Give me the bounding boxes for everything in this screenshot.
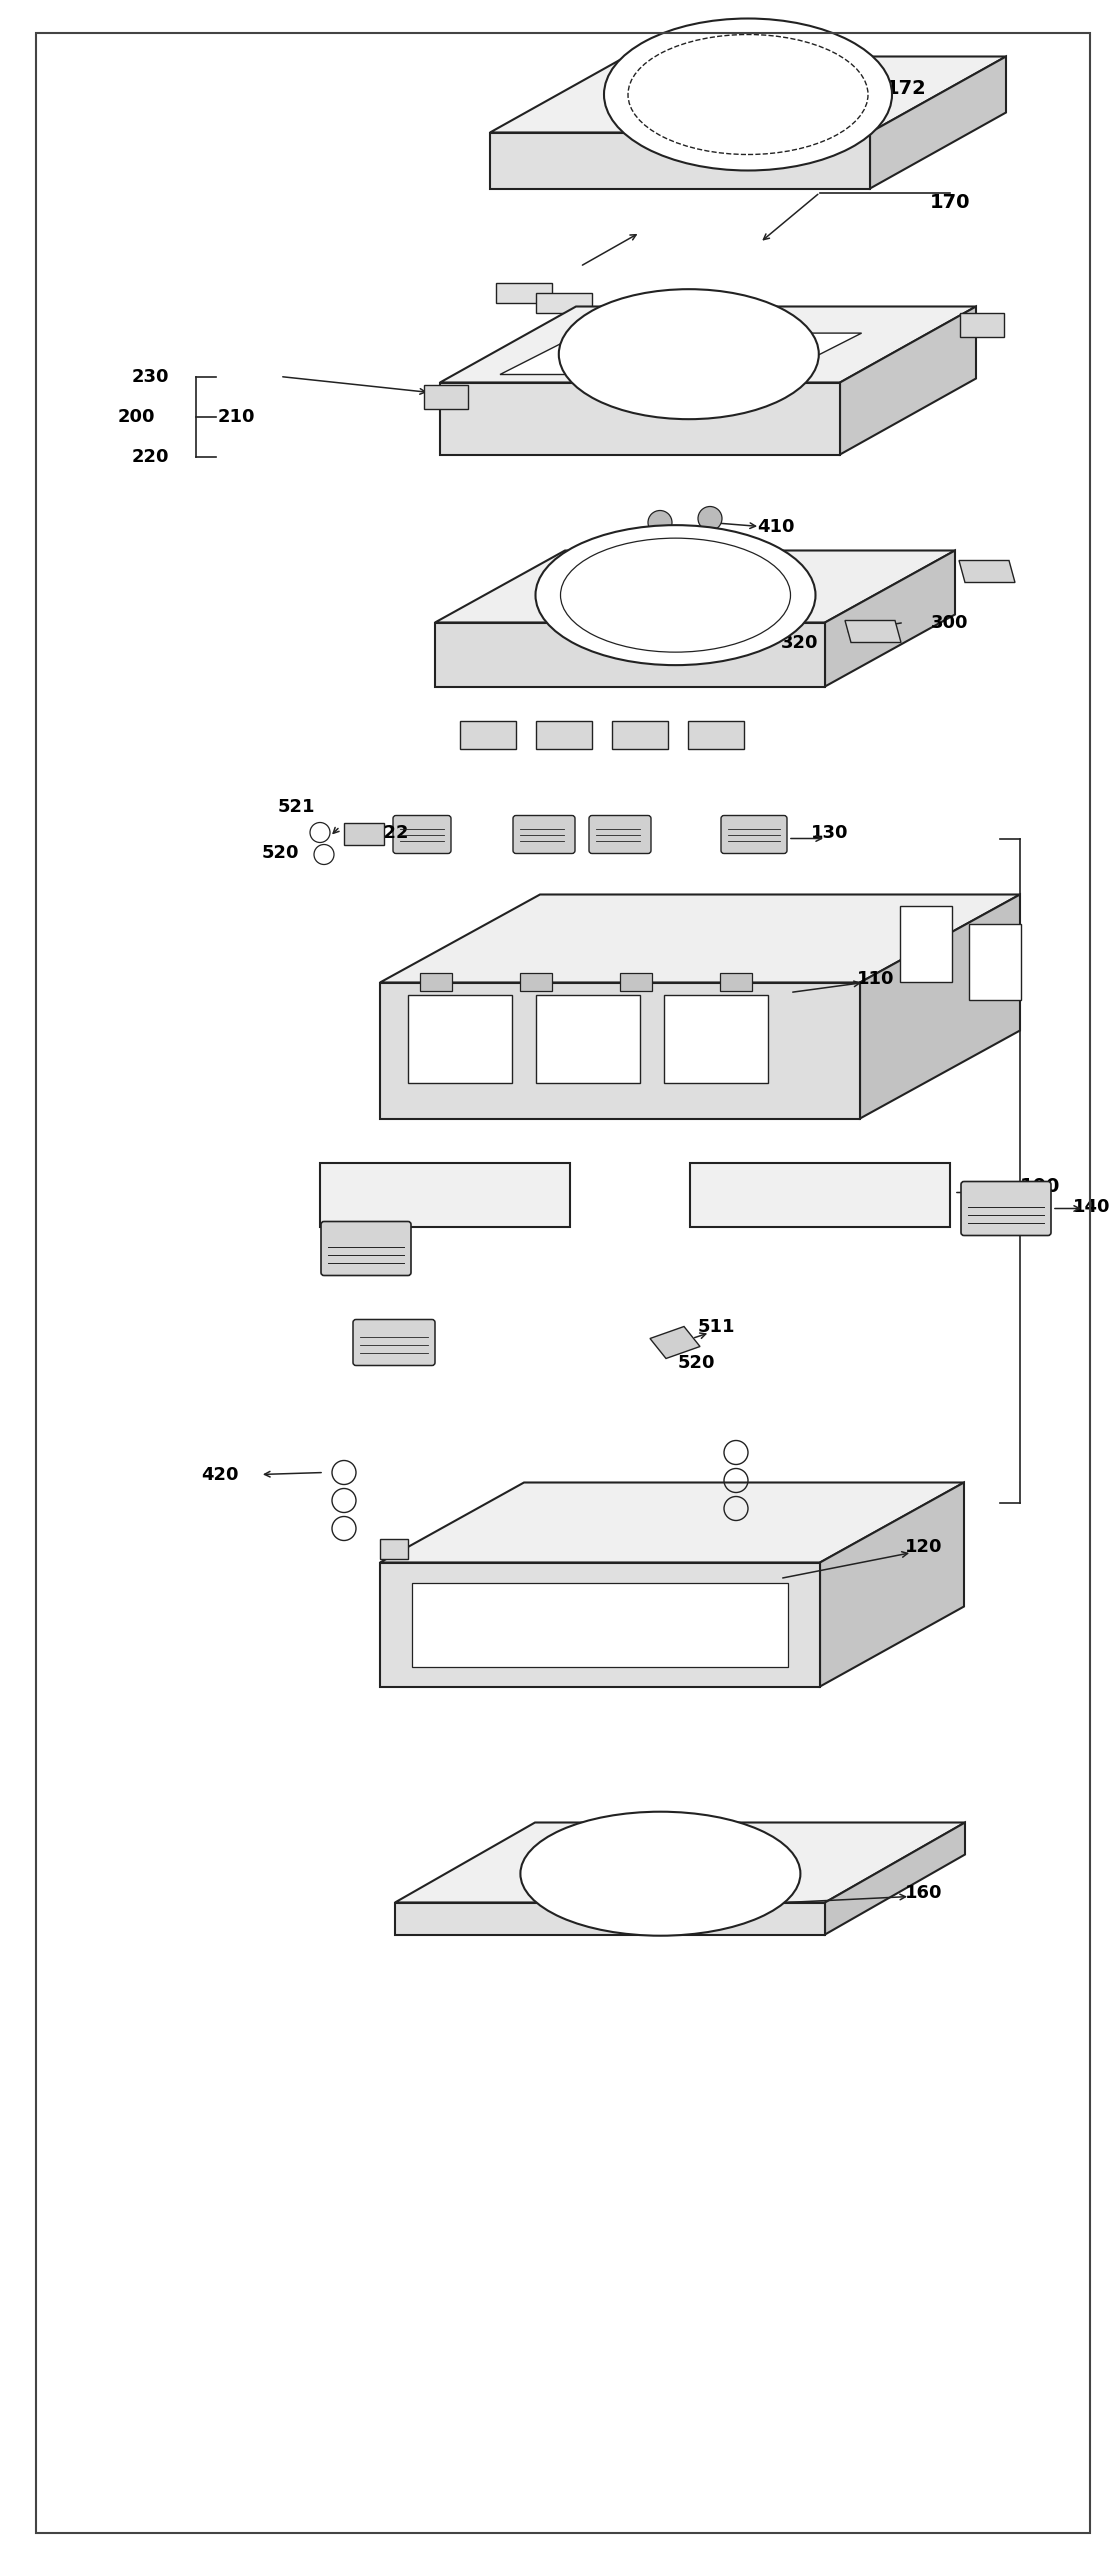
Polygon shape: [825, 1822, 965, 1935]
Polygon shape: [412, 1581, 788, 1666]
Ellipse shape: [535, 525, 815, 666]
Ellipse shape: [604, 18, 892, 172]
Polygon shape: [900, 905, 952, 982]
FancyBboxPatch shape: [321, 1223, 411, 1276]
Polygon shape: [969, 925, 1020, 1000]
Text: 511: 511: [698, 1317, 735, 1335]
Text: 520: 520: [261, 843, 299, 861]
Polygon shape: [620, 971, 652, 989]
FancyBboxPatch shape: [353, 1320, 435, 1366]
Polygon shape: [440, 382, 840, 454]
Polygon shape: [380, 1538, 408, 1558]
Polygon shape: [380, 1481, 964, 1563]
Polygon shape: [844, 620, 900, 643]
Polygon shape: [612, 720, 668, 748]
Text: 220: 220: [131, 449, 169, 466]
Text: 210: 210: [217, 408, 254, 425]
Polygon shape: [435, 551, 955, 623]
Text: 521: 521: [278, 797, 315, 815]
FancyBboxPatch shape: [961, 1182, 1051, 1235]
Polygon shape: [496, 282, 552, 302]
FancyBboxPatch shape: [393, 815, 451, 853]
Polygon shape: [520, 971, 552, 989]
Text: 520: 520: [678, 1353, 715, 1371]
Text: 300: 300: [931, 613, 969, 630]
Polygon shape: [664, 994, 768, 1082]
Text: 120: 120: [905, 1538, 943, 1556]
Ellipse shape: [559, 290, 819, 420]
Polygon shape: [380, 1563, 820, 1686]
Text: 410: 410: [757, 518, 795, 536]
FancyBboxPatch shape: [589, 815, 651, 853]
Polygon shape: [380, 894, 1020, 982]
FancyBboxPatch shape: [513, 815, 575, 853]
Ellipse shape: [521, 1812, 801, 1935]
Polygon shape: [536, 994, 640, 1082]
Text: 150: 150: [965, 1184, 1002, 1202]
Text: 172: 172: [886, 79, 926, 97]
Polygon shape: [825, 551, 955, 687]
FancyBboxPatch shape: [721, 815, 787, 853]
Polygon shape: [959, 561, 1015, 582]
Polygon shape: [720, 971, 752, 989]
Polygon shape: [380, 982, 860, 1117]
Polygon shape: [690, 1164, 950, 1228]
Text: 100: 100: [1020, 1176, 1061, 1197]
Polygon shape: [395, 1902, 825, 1935]
Polygon shape: [440, 308, 976, 382]
Polygon shape: [460, 720, 516, 748]
Text: 140: 140: [1073, 1197, 1111, 1215]
Polygon shape: [650, 1328, 700, 1358]
Text: 230: 230: [131, 367, 169, 384]
Polygon shape: [491, 56, 1006, 133]
Circle shape: [648, 510, 672, 536]
Circle shape: [698, 507, 722, 531]
Polygon shape: [840, 308, 976, 454]
Text: 200: 200: [118, 408, 155, 425]
Text: 170: 170: [930, 192, 970, 213]
Polygon shape: [408, 994, 512, 1082]
Polygon shape: [424, 384, 468, 408]
Polygon shape: [500, 333, 861, 374]
Polygon shape: [960, 313, 1004, 336]
Polygon shape: [536, 720, 592, 748]
Polygon shape: [344, 823, 384, 843]
Text: 130: 130: [811, 823, 849, 841]
Polygon shape: [395, 1822, 965, 1902]
Text: 320: 320: [782, 633, 819, 651]
Polygon shape: [320, 1164, 570, 1228]
Text: 420: 420: [202, 1466, 239, 1484]
Polygon shape: [536, 292, 592, 313]
Polygon shape: [491, 133, 870, 190]
Text: 310: 310: [757, 577, 795, 595]
Polygon shape: [420, 971, 452, 989]
Polygon shape: [688, 720, 744, 748]
Polygon shape: [870, 56, 1006, 190]
Text: 160: 160: [905, 1884, 943, 1902]
Text: 110: 110: [857, 969, 895, 987]
Polygon shape: [860, 894, 1020, 1117]
Text: 171: 171: [756, 49, 796, 69]
Polygon shape: [820, 1481, 964, 1686]
Polygon shape: [435, 623, 825, 687]
Text: 522: 522: [371, 823, 409, 841]
